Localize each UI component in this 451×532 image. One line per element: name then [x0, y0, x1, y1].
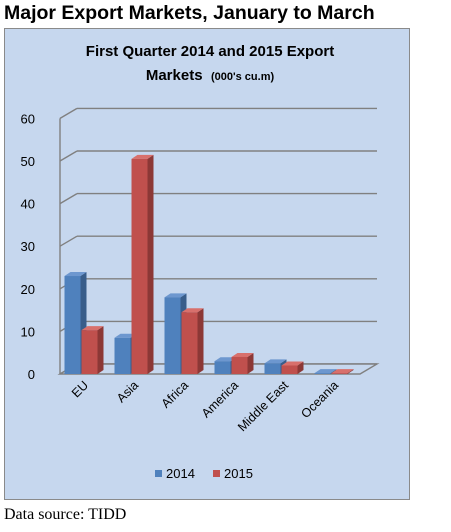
bar-side: [247, 352, 254, 374]
bar-front: [164, 297, 181, 374]
bar-top: [164, 293, 187, 298]
bar-america-2015: [231, 352, 254, 374]
bar-side: [147, 154, 154, 374]
chart-frame: 0 10 20 30 40 50 60 EU Asia Africa America Middle E…: [4, 28, 410, 500]
axis-layer: [57, 118, 380, 375]
y-tick-label: 60: [21, 111, 35, 126]
bar-front: [64, 276, 81, 374]
bar-front: [181, 312, 198, 374]
bar-top: [114, 333, 137, 338]
y-tick-label: 20: [21, 282, 35, 297]
grid-diagonal-50: [59, 150, 78, 162]
grid-layer: [59, 107, 377, 375]
chart-title-line1: First Quarter 2014 and 2015 Export: [86, 43, 334, 60]
bar-side: [197, 308, 204, 374]
bar-oceania-2015: [331, 369, 354, 374]
chart-title-markets: Markets: [146, 67, 203, 84]
bar-front: [81, 330, 98, 374]
bar-front: [214, 361, 231, 374]
y-tick-label: 50: [21, 154, 35, 169]
bar-oceania-2014: [314, 369, 337, 374]
y-tick-label: 10: [21, 324, 35, 339]
x-category-label: Africa: [159, 378, 192, 411]
bar-top: [131, 154, 154, 159]
bar-side: [347, 369, 354, 374]
legend: 2014 2015: [155, 466, 253, 481]
x-category-label: Oceania: [298, 378, 341, 421]
bar-side: [97, 326, 104, 374]
bar-eu-2015: [81, 326, 104, 374]
legend-label-2014: 2014: [166, 466, 195, 481]
legend-swatch-2014: [155, 470, 162, 477]
legend-swatch-2015: [213, 470, 220, 477]
bar-top: [281, 361, 304, 366]
x-category-label: Middle East: [235, 378, 291, 434]
page-title: Major Export Markets, January to March: [4, 2, 375, 24]
bar-asia-2015: [131, 154, 154, 374]
bar-side: [297, 361, 304, 374]
x-category-label: Asia: [114, 378, 141, 405]
y-tick-label: 30: [21, 239, 35, 254]
bar-top: [81, 326, 104, 331]
chart-title-unit: (000's cu.m): [211, 71, 274, 83]
x-category-label: America: [199, 378, 241, 420]
bar-front: [281, 365, 298, 374]
bar-front: [114, 337, 131, 374]
legend-label-2015: 2015: [224, 466, 253, 481]
x-category-label: EU: [69, 378, 91, 400]
grid-diagonal-40: [59, 192, 78, 205]
bar-front: [131, 158, 148, 374]
bar-top: [264, 359, 287, 364]
bar-top: [64, 272, 87, 277]
data-source-note: Data source: TIDD: [4, 506, 127, 523]
bar-front: [314, 373, 331, 374]
grid-diagonal-30: [59, 235, 78, 247]
bar-top: [231, 352, 254, 357]
bar-top: [214, 357, 237, 362]
bar-middle-east-2015: [281, 361, 304, 374]
y-tick-label: 0: [28, 367, 35, 382]
bar-layer: [64, 154, 354, 374]
bar-africa-2015: [181, 308, 204, 374]
bar-front: [231, 356, 248, 374]
y-tick-label: 40: [21, 197, 35, 212]
bar-front: [264, 363, 281, 374]
bar-front: [331, 373, 348, 374]
bar-top: [181, 308, 204, 313]
grid-diagonal-60: [59, 107, 78, 120]
bar-top: [331, 369, 354, 374]
bar-side: [330, 369, 337, 374]
chart-title-line2: Markets (000's cu.m): [146, 67, 275, 84]
bar-top: [314, 369, 337, 374]
